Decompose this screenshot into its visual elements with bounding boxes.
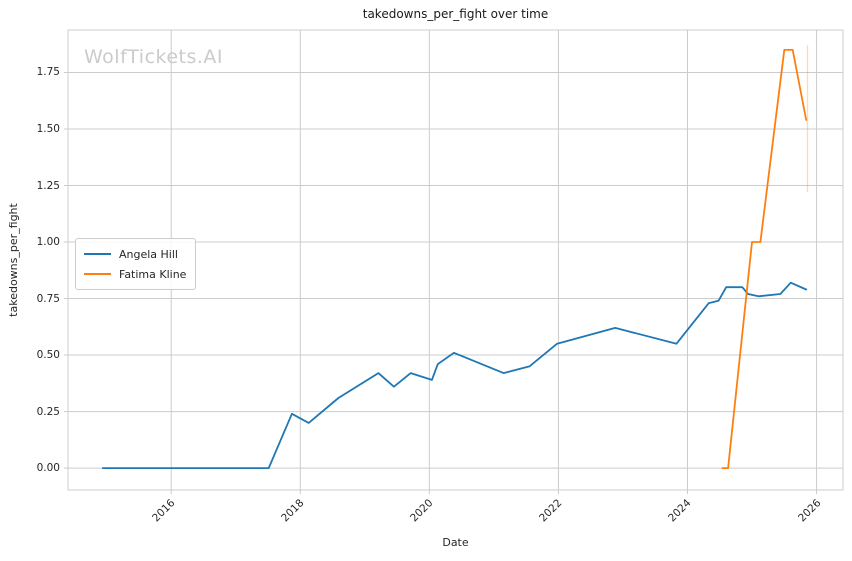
y-tick-label: 0.25	[36, 405, 60, 418]
y-tick-label: 1.75	[36, 66, 60, 79]
legend-entry: Angela Hill	[84, 244, 186, 264]
y-axis-label: takedowns_per_fight	[7, 203, 20, 317]
plot-border	[67, 29, 844, 491]
chart-title: takedowns_per_fight over time	[362, 7, 549, 21]
legend: Angela Hill Fatima Kline	[75, 238, 197, 290]
legend-entry-label: Fatima Kline	[119, 267, 187, 281]
series-line-fatima-kline	[721, 49, 808, 470]
legend-entry-label: Angela Hill	[119, 247, 178, 261]
y-tick-label: 0.75	[36, 292, 60, 305]
series-line-angela-hill	[101, 281, 808, 470]
y-tick-label: 1.50	[36, 123, 60, 135]
y-tick-label: 0.00	[36, 462, 60, 475]
legend-entry: Fatima Kline	[84, 264, 186, 284]
legend-line-swatch	[84, 273, 111, 275]
x-axis-label: Date	[442, 536, 469, 549]
legend-entries: Angela Hill Fatima Kline	[84, 244, 186, 284]
y-tick-label: 1.25	[36, 179, 60, 192]
y-tick-label: 0.50	[36, 349, 60, 362]
y-tick-label: 1.00	[36, 236, 60, 249]
watermark: WolfTickets.AI	[84, 46, 224, 68]
legend-line-swatch	[84, 253, 111, 255]
